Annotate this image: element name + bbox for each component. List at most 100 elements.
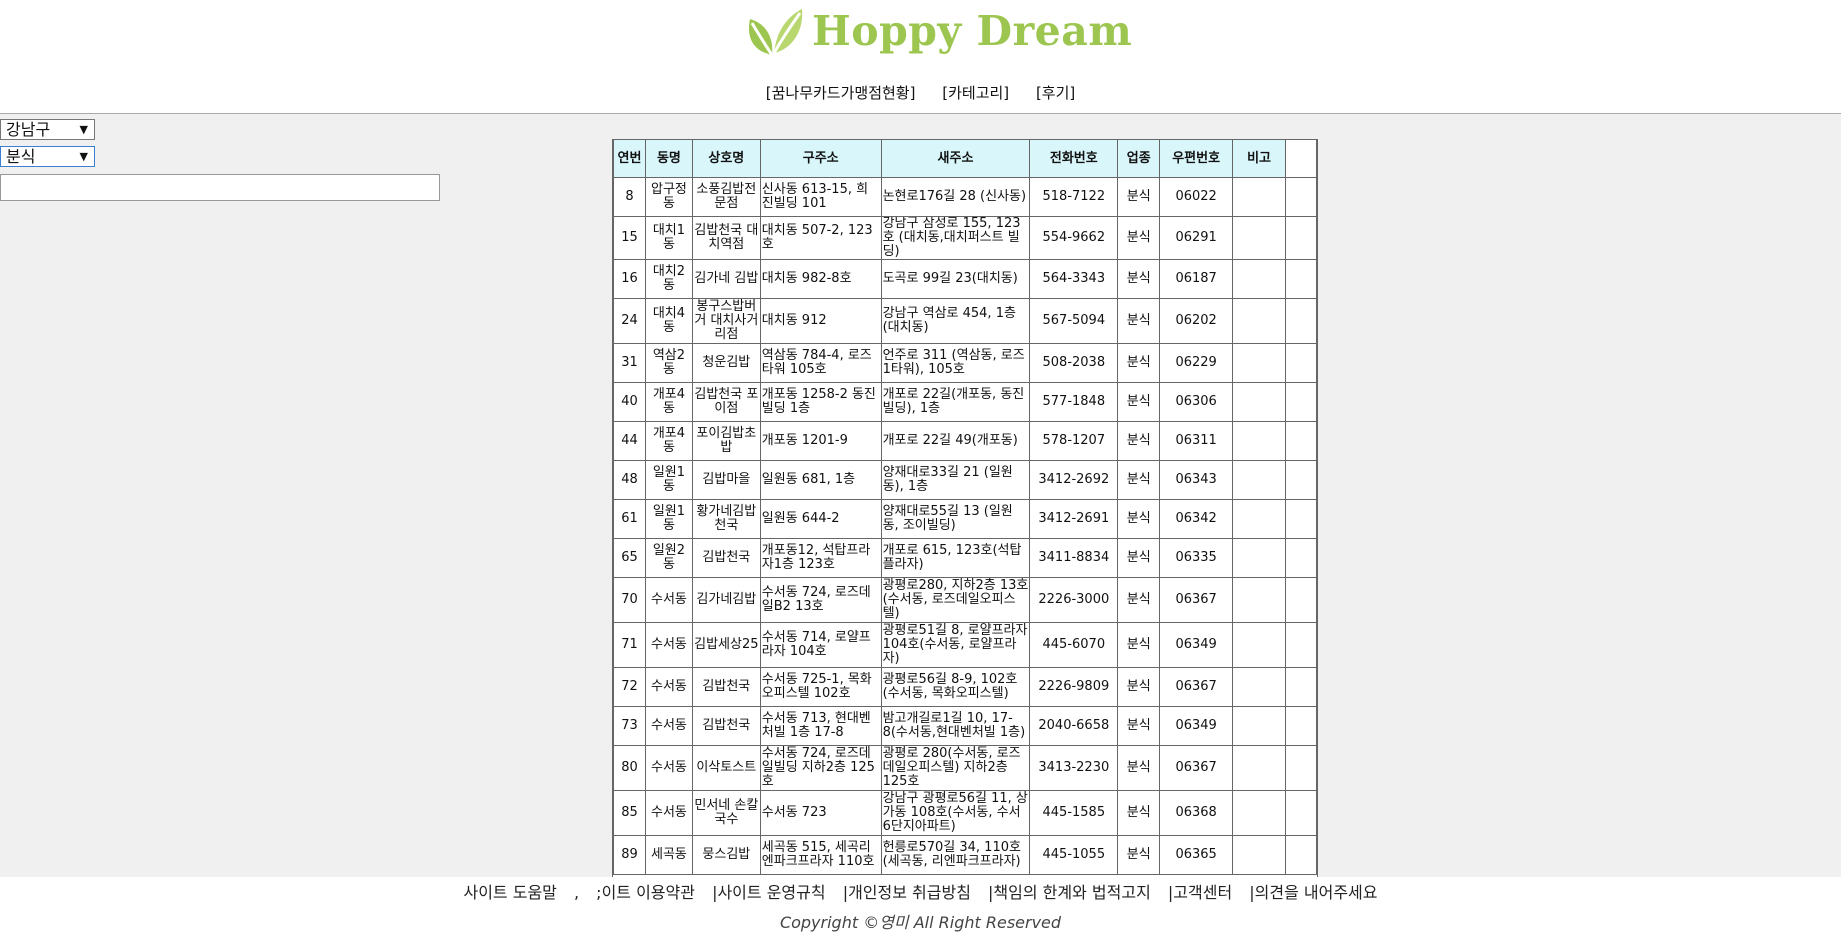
table-cell: 분식 bbox=[1117, 460, 1161, 500]
table-cell: 48 bbox=[613, 460, 646, 500]
table-cell: 분식 bbox=[1117, 577, 1161, 623]
table-row: 70 수서동 김가네김밥 수서동 724, 로즈데일B2 13호 광평로280, 지하2… bbox=[613, 577, 1317, 623]
table-cell: 분식 bbox=[1117, 298, 1161, 344]
table-cell: 강남구 광평로56길 11, 상가동 108호(수서동, 수서6단지아파트) bbox=[880, 790, 1031, 836]
table-cell: 수서동 714, 로얄프라자 104호 bbox=[759, 622, 882, 668]
table-cell bbox=[1232, 421, 1287, 461]
table-cell: 분식 bbox=[1117, 259, 1161, 299]
table-cell bbox=[1232, 499, 1287, 539]
table-cell: 대치1동 bbox=[644, 216, 693, 260]
table-cell: 개포로 22길 49(개포동) bbox=[880, 421, 1031, 461]
table-cell: 445-1585 bbox=[1029, 790, 1119, 836]
table-cell: 분식 bbox=[1117, 667, 1161, 707]
table-row: 71 수서동 김밥세상25 수서동 714, 로얄프라자 104호 광평로51길 8, … bbox=[613, 622, 1317, 668]
table-cell bbox=[1232, 177, 1287, 217]
footer-link-terms[interactable]: ;이트 이용약관 bbox=[596, 883, 695, 902]
table-cell: 김밥천국 bbox=[691, 538, 761, 578]
table-cell: 김가네김밥 bbox=[691, 577, 761, 623]
table-cell: 06187 bbox=[1159, 259, 1234, 299]
district-select[interactable]: 강남구 ▼ bbox=[0, 119, 95, 140]
table-cell: 분식 bbox=[1117, 745, 1161, 791]
table-cell: 445-6070 bbox=[1029, 622, 1119, 668]
table-cell: 김밥천국 포이점 bbox=[691, 382, 761, 422]
column-header: 우편번호 bbox=[1159, 139, 1234, 178]
table-cell: 김밥천국 대치역점 bbox=[691, 216, 761, 260]
table-cell: 577-1848 bbox=[1029, 382, 1119, 422]
table-cell: 71 bbox=[613, 622, 646, 668]
table-cell: 역삼2동 bbox=[644, 343, 693, 383]
table-cell: 06291 bbox=[1159, 216, 1234, 260]
table-cell: 대치동 912 bbox=[759, 298, 882, 344]
table-cell: 황가네김밥천국 bbox=[691, 499, 761, 539]
column-header: 새주소 bbox=[880, 139, 1031, 178]
table-cell: 31 bbox=[613, 343, 646, 383]
table-cell: 김밥천국 bbox=[691, 667, 761, 707]
table-cell: 06342 bbox=[1159, 499, 1234, 539]
dropdown-arrow-icon: ▼ bbox=[79, 123, 88, 136]
table-cell: 일원1동 bbox=[644, 499, 693, 539]
table-cell: 2226-3000 bbox=[1029, 577, 1119, 623]
table-row: 80 수서동 이삭토스트 수서동 724, 로즈데일빌딩 지하2층 125호 광평로 2… bbox=[613, 745, 1317, 791]
table-cell: 06311 bbox=[1159, 421, 1234, 461]
column-header: 동명 bbox=[644, 139, 693, 178]
table-cell: 광평로280, 지하2층 13호 (수서동, 로즈데일오피스텔) bbox=[880, 577, 1031, 623]
table-row: 73 수서동 김밥천국 수서동 713, 현대벤처빌 1층 17-8 밤고개길로1길 1… bbox=[613, 706, 1317, 746]
leaf-logo-icon bbox=[748, 9, 803, 56]
table-cell: 세곡동 bbox=[644, 835, 693, 875]
table-cell: 압구정동 bbox=[644, 177, 693, 217]
table-row: 48 일원1동 김밥마을 일원동 681, 1층 양재대로33길 21 (일원동), 1… bbox=[613, 460, 1317, 500]
table-cell: 개포4동 bbox=[644, 382, 693, 422]
table-cell: 508-2038 bbox=[1029, 343, 1119, 383]
site-logo[interactable]: Hoppy Dream bbox=[744, 6, 1132, 56]
table-cell: 이삭토스트 bbox=[691, 745, 761, 791]
nav-store-status[interactable]: [꿈나무카드가맹점현황] bbox=[765, 84, 916, 102]
extra-cell bbox=[1285, 745, 1317, 791]
extra-cell bbox=[1285, 835, 1317, 875]
footer-link-support[interactable]: |고객센터 bbox=[1167, 883, 1233, 902]
store-table: 연번 동명 상호명 구주소 새주소 전화번호 업종 우편번호 비고 8 압구정동 소… bbox=[613, 139, 1317, 875]
table-cell: 강남구 삼성로 155, 123호 (대치동,대치퍼스트 빌딩) bbox=[880, 216, 1031, 260]
table-cell: 70 bbox=[613, 577, 646, 623]
table-cell bbox=[1232, 667, 1287, 707]
footer-link-privacy[interactable]: |개인정보 취급방침 bbox=[842, 883, 971, 902]
footer-link-feedback[interactable]: |의견을 내어주세요 bbox=[1249, 883, 1378, 902]
table-cell: 06349 bbox=[1159, 706, 1234, 746]
table-cell: 대치동 507-2, 123호 bbox=[759, 216, 882, 260]
extra-cell bbox=[1285, 421, 1317, 461]
table-cell bbox=[1232, 577, 1287, 623]
category-select-value: 분식 bbox=[6, 147, 36, 166]
extra-cell bbox=[1285, 622, 1317, 668]
table-cell: 개포동12, 석탑프라자1층 123호 bbox=[759, 538, 882, 578]
search-input[interactable] bbox=[0, 174, 440, 201]
table-cell: 개포로 615, 123호(석탑플라자) bbox=[880, 538, 1031, 578]
nav-category[interactable]: [카테고리] bbox=[942, 84, 1010, 102]
table-cell: 강남구 역삼로 454, 1층 (대치동) bbox=[880, 298, 1031, 344]
table-cell: 3412-2692 bbox=[1029, 460, 1119, 500]
table-cell: 06367 bbox=[1159, 667, 1234, 707]
nav-review[interactable]: [후기] bbox=[1035, 84, 1076, 102]
table-cell: 대치2동 bbox=[644, 259, 693, 299]
table-row: 31 역삼2동 청운김밥 역삼동 784-4, 로즈타워 105호 언주로 311 (역… bbox=[613, 343, 1317, 383]
footer-link-legal[interactable]: |책임의 한계와 법적고지 bbox=[988, 883, 1151, 902]
table-cell: 수서동 713, 현대벤처빌 1층 17-8 bbox=[759, 706, 882, 746]
table-row: 40 개포4동 김밥천국 포이점 개포동 1258-2 동진빌딩 1층 개포로 22길(… bbox=[613, 382, 1317, 422]
table-cell: 광평로51길 8, 로얄프라자 104호(수서동, 로얄프라자) bbox=[880, 622, 1031, 668]
column-header: 구주소 bbox=[759, 139, 882, 178]
store-table-container[interactable]: 연번 동명 상호명 구주소 새주소 전화번호 업종 우편번호 비고 8 압구정동 소… bbox=[612, 139, 1318, 878]
table-cell: 06335 bbox=[1159, 538, 1234, 578]
footer-link-rules[interactable]: |사이트 운영규칙 bbox=[712, 883, 826, 902]
table-cell: 역삼동 784-4, 로즈타워 105호 bbox=[759, 343, 882, 383]
table-cell: 06368 bbox=[1159, 790, 1234, 836]
footer-link-help[interactable]: 사이트 도움말 bbox=[463, 883, 557, 902]
table-cell: 80 bbox=[613, 745, 646, 791]
table-cell: 언주로 311 (역삼동, 로즈1타워), 105호 bbox=[880, 343, 1031, 383]
table-cell: 06365 bbox=[1159, 835, 1234, 875]
category-select[interactable]: 분식 ▼ bbox=[0, 146, 95, 167]
table-cell: 44 bbox=[613, 421, 646, 461]
extra-cell bbox=[1285, 298, 1317, 344]
table-cell: 대치동 982-8호 bbox=[759, 259, 882, 299]
table-cell: 광평로 280(수서동, 로즈데일오피스텔) 지하2층 125호 bbox=[880, 745, 1031, 791]
table-cell: 수서동 bbox=[644, 622, 693, 668]
table-cell: 김밥천국 bbox=[691, 706, 761, 746]
extra-cell bbox=[1285, 216, 1317, 260]
